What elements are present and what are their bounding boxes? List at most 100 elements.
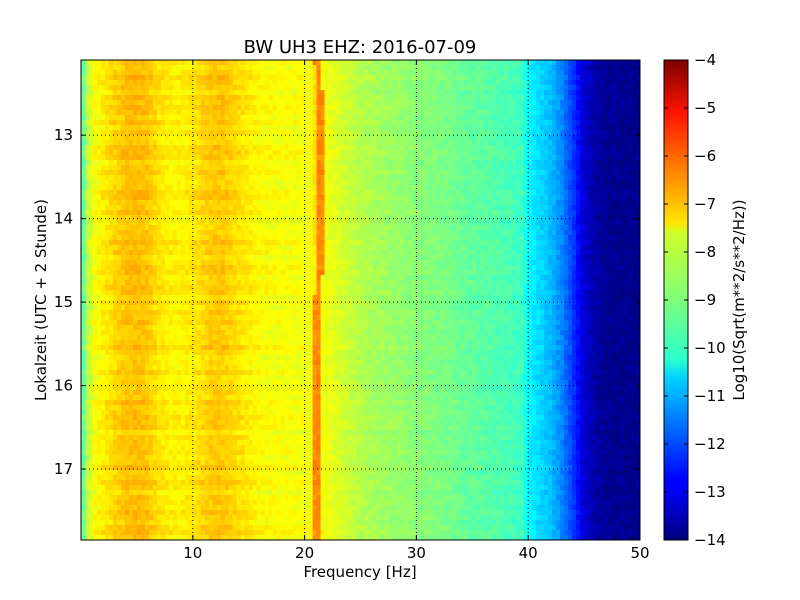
heatmap-cell: [88, 180, 94, 186]
heatmap-cell: [296, 130, 302, 136]
heatmap-cell: [616, 140, 621, 146]
heatmap-cell: [180, 175, 186, 181]
heatmap-cell: [100, 235, 106, 241]
heatmap-cell: [456, 100, 461, 106]
heatmap-cell: [396, 215, 402, 221]
heatmap-cell: [160, 120, 166, 126]
heatmap-cell: [276, 185, 282, 191]
heatmap-cell: [204, 90, 210, 96]
heatmap-cell: [176, 160, 182, 166]
heatmap-cell: [508, 95, 513, 101]
heatmap-cell: [620, 140, 625, 146]
heatmap-cell: [352, 210, 358, 216]
heatmap-cell: [200, 115, 206, 121]
heatmap-cell: [400, 195, 406, 201]
heatmap-cell: [304, 115, 310, 121]
heatmap-cell: [616, 200, 621, 206]
heatmap-cell: [376, 175, 382, 181]
heatmap-cell: [336, 155, 342, 161]
heatmap-cell: [428, 105, 433, 111]
heatmap-cell: [140, 90, 146, 96]
heatmap-cell: [348, 80, 354, 86]
heatmap-cell: [608, 120, 613, 126]
heatmap-cell: [96, 170, 102, 176]
heatmap-cell: [248, 75, 254, 81]
heatmap-cell: [552, 215, 557, 221]
heatmap-cell: [448, 110, 453, 116]
heatmap-cell: [636, 120, 640, 126]
heatmap-cell: [240, 125, 246, 131]
heatmap-cell: [512, 80, 517, 86]
heatmap-cell: [516, 75, 521, 81]
heatmap-cell: [344, 120, 350, 126]
heatmap-cell: [444, 65, 449, 71]
heatmap-cell: [588, 155, 593, 161]
heatmap-cell: [336, 135, 342, 141]
heatmap-cell: [532, 220, 537, 226]
heatmap-cell: [636, 185, 640, 191]
heatmap-cell: [460, 145, 465, 151]
heatmap-cell: [168, 110, 174, 116]
heatmap-cell: [132, 115, 138, 121]
heatmap-cell: [552, 120, 557, 126]
heatmap-cell: [444, 80, 449, 86]
heatmap-cell: [152, 200, 158, 206]
heatmap-cell: [216, 105, 222, 111]
heatmap-cell: [600, 215, 605, 221]
heatmap-cell: [460, 85, 465, 91]
heatmap-cell: [632, 100, 637, 106]
heatmap-cell: [108, 60, 114, 66]
heatmap-cell: [488, 60, 493, 66]
heatmap-cell: [156, 180, 162, 186]
heatmap-cell: [148, 75, 154, 81]
heatmap-cell: [360, 155, 366, 161]
heatmap-cell: [212, 160, 218, 166]
heatmap-cell: [412, 115, 417, 121]
heatmap-cell: [228, 65, 234, 71]
heatmap-cell: [328, 70, 334, 76]
heatmap-cell: [156, 105, 162, 111]
heatmap-cell: [244, 125, 250, 131]
heatmap-cell: [632, 75, 637, 81]
heatmap-cell: [440, 235, 445, 241]
heatmap-cell: [324, 130, 330, 136]
heatmap-cell: [604, 145, 609, 151]
heatmap-cell: [108, 235, 114, 241]
heatmap-cell: [520, 80, 525, 86]
heatmap-cell: [308, 80, 314, 86]
heatmap-cell: [492, 120, 497, 126]
heatmap-cell: [540, 180, 545, 186]
heatmap-cell: [508, 80, 513, 86]
heatmap-cell: [460, 210, 465, 216]
heatmap-cell: [268, 115, 274, 121]
heatmap-cell: [412, 75, 417, 81]
heatmap-cell: [96, 130, 102, 136]
heatmap-cell: [220, 235, 226, 241]
heatmap-cell: [460, 180, 465, 186]
heatmap-cell: [288, 230, 294, 236]
heatmap-cell: [560, 120, 565, 126]
heatmap-cell: [332, 130, 338, 136]
heatmap-cell: [244, 90, 250, 96]
heatmap-cell: [328, 190, 334, 196]
heatmap-cell: [256, 120, 262, 126]
heatmap-cell: [196, 140, 202, 146]
heatmap-cell: [320, 115, 326, 121]
heatmap-cell: [612, 220, 617, 226]
heatmap-cell: [148, 100, 154, 106]
heatmap-cell: [212, 60, 218, 66]
spectrogram-heatmap: [81, 60, 640, 540]
heatmap-cell: [628, 220, 633, 226]
heatmap-cell: [128, 115, 134, 121]
heatmap-cell: [620, 225, 625, 231]
heatmap-cell: [496, 75, 501, 81]
heatmap-cell: [624, 100, 629, 106]
heatmap-cell: [604, 155, 609, 161]
heatmap-cell: [260, 140, 266, 146]
heatmap-cell: [340, 225, 346, 231]
heatmap-cell: [328, 65, 334, 71]
heatmap-cell: [564, 190, 569, 196]
heatmap-cell: [320, 165, 326, 171]
heatmap-cell: [208, 80, 214, 86]
heatmap-cell: [160, 235, 166, 241]
